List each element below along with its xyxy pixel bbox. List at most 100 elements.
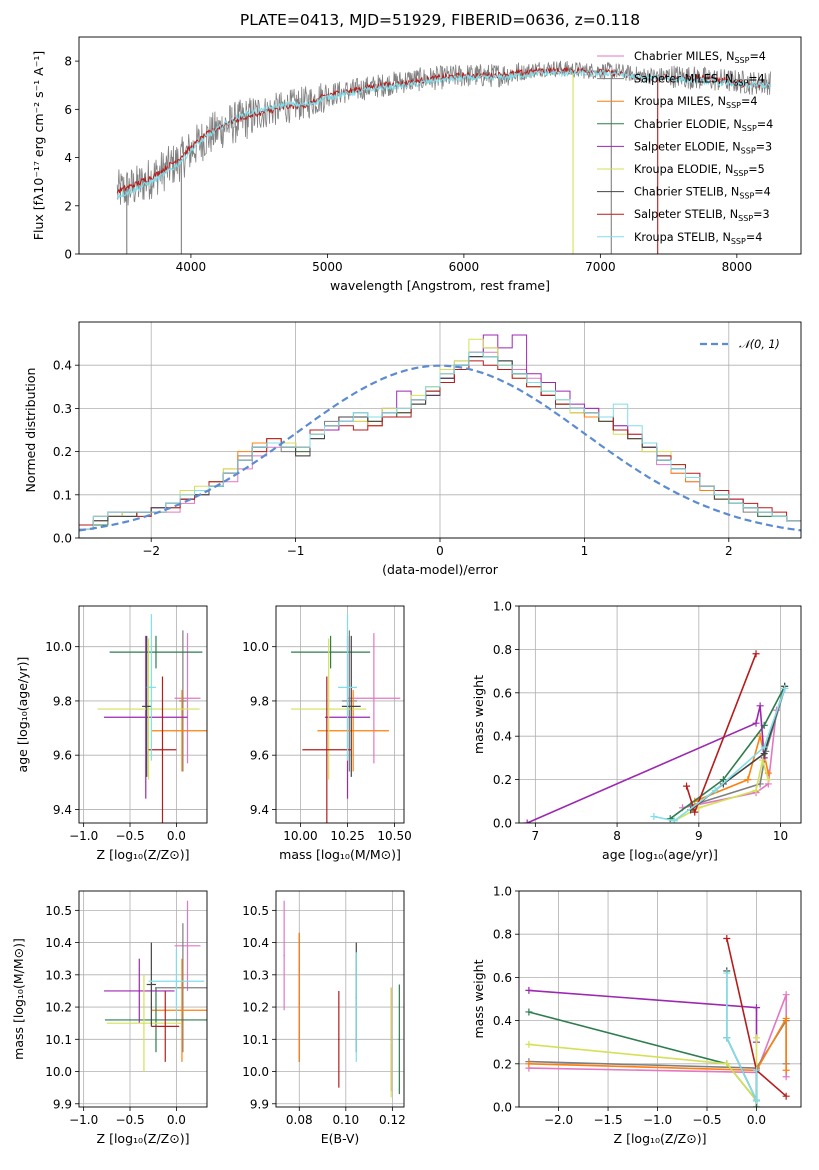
y-tick-label: 0.6 <box>493 686 512 700</box>
y-tick-label: 0.6 <box>493 971 512 985</box>
series-Salpeter ELODIE <box>525 986 760 1046</box>
plot-area <box>116 60 772 254</box>
series-line <box>690 688 786 807</box>
series-line <box>528 1011 758 1107</box>
y-tick-label: 4 <box>64 151 72 165</box>
x-tick-label: 7000 <box>585 260 616 274</box>
x-axis-label: (data-model)/error <box>382 562 499 577</box>
y-tick-label: 1.0 <box>493 600 512 614</box>
y-tick-label: 0.0 <box>53 532 72 546</box>
y-tick-label: 9.9 <box>53 1097 72 1111</box>
series-marker <box>744 776 752 784</box>
y-tick-label: 10.5 <box>242 904 269 918</box>
errorbar-Chabrier ELODIE <box>398 984 401 1095</box>
errorbar-Salpeter ELODIE <box>104 958 175 1024</box>
series-line <box>725 973 758 1101</box>
y-tick-label: 10.0 <box>45 1065 72 1079</box>
errorbar-Chabrier MILES <box>347 633 401 764</box>
errorbar-Chabrier ELODIE <box>109 635 203 669</box>
y-tick-label: 9.9 <box>250 1097 269 1111</box>
errorbar-Salpeter STELIB <box>151 990 180 1062</box>
legend-entry: Kroupa STELIB, NSSP=4 <box>634 231 762 246</box>
point <box>155 1019 157 1021</box>
plot-area <box>97 614 207 823</box>
errorbar-Chabrier MILES <box>174 900 201 991</box>
panel-mass-vs-EBV: 0.08 0.10 0.12 9.9 10.0 10.1 10.2 10.3 10.4 10.5 E… <box>242 890 406 1146</box>
y-axis-label: mass [log₁₀(M/M⊙)] <box>11 938 26 1060</box>
y-axis-label: mass weight <box>471 959 486 1038</box>
x-tick-label: −2.0 <box>544 1113 573 1127</box>
series-marker <box>760 743 768 751</box>
errorbar-Kroupa MILES <box>151 958 207 1062</box>
y-tick-label: 10.5 <box>45 904 72 918</box>
axes-frame <box>78 321 802 539</box>
hist-Kroupa STELIB <box>79 351 801 530</box>
point <box>147 708 150 710</box>
axes-frame <box>78 605 208 824</box>
errorbar-Salpeter STELIB <box>302 676 352 823</box>
series-line <box>669 685 786 820</box>
x-axis-label: Z [log₁₀(Z/Z⊙)] <box>97 1131 190 1146</box>
series-Chabrier STELIB <box>723 967 760 1105</box>
y-tick-label: 10.2 <box>45 1001 72 1015</box>
errorbar-Kroupa MILES <box>298 932 301 1062</box>
panel-age-vs-Z: −1.0 −0.5 0.0 9.4 9.6 9.8 10.0 Z [log₁₀(Z/Z⊙)] a… <box>15 605 208 862</box>
y-axis-label: Flux [fλ10⁻¹⁷ erg cm⁻² s⁻¹ A⁻¹] <box>31 51 46 240</box>
x-tick-label: −2 <box>142 544 160 558</box>
point <box>298 996 301 999</box>
series-marker <box>760 750 768 758</box>
errorbar-Chabrier MILES <box>174 633 201 764</box>
axes-frame <box>518 890 802 1108</box>
errorbar-Kroupa MILES <box>151 690 207 772</box>
errorbar-Chabrier STELIB <box>341 635 361 777</box>
y-tick-label: 0.2 <box>53 445 72 459</box>
legend-entry: Salpeter MILES, NSSP=4 <box>634 73 765 88</box>
point <box>350 705 353 708</box>
y-tick-label: 0.4 <box>53 359 72 373</box>
series-marker <box>723 935 731 943</box>
point <box>352 729 354 732</box>
legend-entry: 𝒩(0, 1) <box>739 338 780 351</box>
series-marker <box>782 1073 790 1081</box>
x-tick-label: 6000 <box>449 260 480 274</box>
x-tick-label: 0.0 <box>167 829 186 843</box>
point <box>346 686 349 689</box>
x-tick-label: −1.0 <box>69 1113 98 1127</box>
series-Salpeter ELODIE <box>523 702 768 823</box>
y-tick-label: 0.2 <box>493 1057 512 1071</box>
errorbar-Salpeter MILES <box>341 630 357 772</box>
series-Chabrier ELODIE <box>666 682 789 823</box>
y-axis-label: age [log₁₀(age/yr)] <box>15 657 30 773</box>
y-tick-label: 0.0 <box>493 817 512 831</box>
y-tick-label: 0.4 <box>493 1014 512 1028</box>
legend-entry: Chabrier ELODIE, NSSP=4 <box>634 118 773 133</box>
legend-entry: Salpeter ELODIE, NSSP=3 <box>634 140 772 155</box>
y-tick-label: 0 <box>64 248 72 262</box>
series-Salpeter STELIB <box>683 650 760 816</box>
series-marker <box>525 1040 533 1048</box>
errorbar-Chabrier MILES <box>283 900 285 1011</box>
y-tick-label: 9.6 <box>250 749 269 763</box>
y-tick-label: 10.3 <box>242 968 269 982</box>
x-tick-label: 9 <box>695 829 703 843</box>
y-tick-label: 9.4 <box>250 803 269 817</box>
series-marker <box>711 786 719 794</box>
errorbar-Salpeter STELIB <box>338 990 340 1088</box>
legend: Chabrier MILES, NSSP=4 Salpeter MILES, NS… <box>597 50 773 246</box>
series-marker <box>525 1060 533 1068</box>
point <box>338 1038 340 1041</box>
series-marker <box>723 1060 731 1068</box>
series-marker <box>723 1034 731 1042</box>
x-axis-label: Z [log₁₀(Z/Z⊙)] <box>97 847 190 862</box>
x-tick-label: 10.00 <box>283 829 317 843</box>
x-tick-label: 0 <box>436 544 444 558</box>
point <box>373 697 375 700</box>
errorbar-Chabrier STELIB <box>146 942 156 1027</box>
x-tick-label: 0.0 <box>747 1113 766 1127</box>
series-marker <box>759 756 767 764</box>
x-axis-label: E(B-V) <box>321 1131 360 1146</box>
plot-area <box>283 900 401 1098</box>
plot-area <box>525 935 790 1107</box>
x-tick-label: 0.08 <box>286 1113 313 1127</box>
series-marker <box>782 991 790 999</box>
